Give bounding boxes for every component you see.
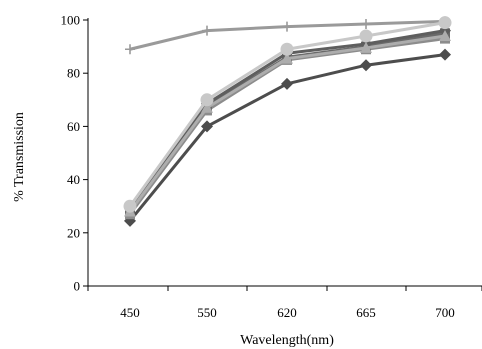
x-axis-title: Wavelength(nm) — [240, 333, 334, 348]
data-point — [123, 199, 137, 213]
data-point — [202, 25, 212, 36]
data-point — [280, 42, 294, 56]
data-point — [439, 29, 451, 41]
data-point — [282, 21, 292, 32]
y-tick-label: 80 — [67, 66, 80, 81]
x-tick-label: 620 — [277, 305, 297, 320]
data-point — [439, 48, 451, 61]
y-axis-ticks: 0 20 40 60 80 100 — [61, 13, 88, 294]
y-tick-label: 0 — [74, 279, 81, 294]
data-point — [360, 59, 372, 72]
data-point — [125, 44, 135, 55]
data-point — [281, 77, 293, 90]
series-line — [128, 37, 446, 216]
y-tick-label: 60 — [67, 119, 80, 134]
data-point — [201, 101, 213, 113]
x-tick-label: 550 — [197, 305, 217, 320]
data-point — [438, 16, 452, 30]
series-6 — [124, 29, 451, 217]
y-tick-label: 20 — [67, 225, 80, 240]
data-point — [359, 29, 373, 43]
y-tick-label: 100 — [61, 13, 81, 28]
series-7 — [123, 16, 452, 213]
series-2 — [124, 48, 451, 227]
data-point — [361, 18, 371, 29]
data-point — [360, 41, 372, 53]
x-tick-label: 700 — [435, 305, 455, 320]
y-axis-title: % Transmission — [12, 112, 27, 202]
chart-axes — [87, 18, 482, 287]
series-layer — [123, 16, 452, 227]
data-point — [201, 120, 213, 133]
y-tick-label: 40 — [67, 172, 80, 187]
x-tick-label: 450 — [120, 305, 140, 320]
data-point — [200, 93, 214, 107]
x-axis-ticks: 450 550 620 665 700 — [87, 286, 482, 320]
data-point — [281, 52, 293, 64]
x-tick-label: 665 — [356, 305, 376, 320]
